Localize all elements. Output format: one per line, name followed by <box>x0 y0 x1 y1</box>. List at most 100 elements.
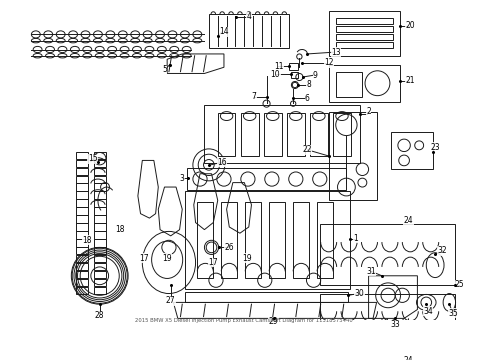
Text: 11: 11 <box>274 62 284 71</box>
Bar <box>94 176 106 183</box>
Bar <box>289 63 297 70</box>
Bar <box>185 292 348 302</box>
Text: 27: 27 <box>166 296 175 305</box>
Bar <box>329 112 377 201</box>
Bar <box>76 264 88 270</box>
Bar <box>76 224 88 230</box>
Text: 2015 BMW X5 Diesel Injection Pump Exhaust Camshaft Diagram for 11318575440: 2015 BMW X5 Diesel Injection Pump Exhaus… <box>136 318 353 323</box>
Bar <box>209 14 289 48</box>
Bar <box>76 176 88 183</box>
Text: 28: 28 <box>95 311 104 320</box>
Text: 15: 15 <box>88 154 98 163</box>
Bar <box>76 239 88 247</box>
Bar <box>94 247 106 255</box>
Text: 3: 3 <box>180 174 185 183</box>
Text: 13: 13 <box>331 48 341 57</box>
Bar <box>76 231 88 239</box>
Bar <box>94 152 106 159</box>
Text: 25: 25 <box>454 280 464 289</box>
Text: 32: 32 <box>438 247 447 256</box>
Bar <box>94 184 106 190</box>
Bar <box>94 167 106 175</box>
Text: 10: 10 <box>270 70 280 79</box>
Text: 34: 34 <box>423 307 433 316</box>
Bar <box>76 167 88 175</box>
Bar <box>94 287 106 294</box>
Bar <box>76 192 88 199</box>
Bar <box>317 202 333 278</box>
Text: 16: 16 <box>218 158 227 167</box>
Text: 23: 23 <box>430 143 440 152</box>
Bar <box>94 207 106 215</box>
Bar <box>76 159 88 167</box>
Bar <box>94 231 106 239</box>
Bar <box>291 72 298 78</box>
Text: 24: 24 <box>404 356 414 360</box>
Text: 30: 30 <box>355 289 365 298</box>
Text: 29: 29 <box>269 318 278 327</box>
Text: 1: 1 <box>353 234 358 243</box>
Bar <box>94 239 106 247</box>
Bar <box>310 113 328 156</box>
Bar <box>204 105 360 163</box>
Bar <box>320 293 455 354</box>
Text: 7: 7 <box>252 92 257 101</box>
Bar <box>245 202 261 278</box>
Bar <box>329 12 400 56</box>
Text: 6: 6 <box>305 94 310 103</box>
Bar <box>94 192 106 199</box>
Bar <box>287 113 305 156</box>
Bar <box>76 184 88 190</box>
Bar <box>76 279 88 287</box>
Bar <box>336 72 363 96</box>
Bar <box>185 192 350 289</box>
Bar <box>94 264 106 270</box>
Bar <box>391 132 433 169</box>
Bar <box>336 35 392 40</box>
Text: 17: 17 <box>208 258 218 267</box>
Bar <box>221 202 237 278</box>
Bar <box>336 18 392 24</box>
Text: 33: 33 <box>391 320 400 329</box>
Bar <box>269 202 285 278</box>
Bar <box>94 199 106 207</box>
Text: 20: 20 <box>406 21 415 30</box>
Bar <box>197 202 213 278</box>
Bar <box>94 255 106 262</box>
Bar <box>76 271 88 278</box>
Text: 19: 19 <box>162 253 172 262</box>
Text: 14: 14 <box>219 27 229 36</box>
Text: 17: 17 <box>139 253 149 262</box>
Text: 26: 26 <box>224 243 234 252</box>
Bar <box>94 159 106 167</box>
Bar <box>336 26 392 32</box>
Text: 31: 31 <box>367 267 376 276</box>
Text: 5: 5 <box>162 66 167 75</box>
Bar <box>76 247 88 255</box>
Text: 19: 19 <box>242 253 252 262</box>
Bar <box>336 42 392 48</box>
Text: 18: 18 <box>82 236 92 245</box>
Bar <box>94 271 106 278</box>
Bar <box>76 215 88 222</box>
Bar <box>76 255 88 262</box>
Text: 18: 18 <box>115 225 125 234</box>
Bar <box>241 113 259 156</box>
Text: 4: 4 <box>246 12 251 21</box>
Bar <box>94 279 106 287</box>
Bar <box>329 64 400 102</box>
Bar <box>76 207 88 215</box>
Text: 24: 24 <box>404 216 414 225</box>
Bar <box>76 152 88 159</box>
Bar <box>293 202 309 278</box>
Bar <box>76 287 88 294</box>
Bar <box>320 224 455 285</box>
Text: 2: 2 <box>366 107 371 116</box>
Bar <box>94 215 106 222</box>
Bar <box>76 199 88 207</box>
Text: 21: 21 <box>406 76 415 85</box>
Bar <box>264 113 282 156</box>
Text: 12: 12 <box>324 58 333 67</box>
Bar <box>94 224 106 230</box>
Text: 22: 22 <box>303 145 312 154</box>
